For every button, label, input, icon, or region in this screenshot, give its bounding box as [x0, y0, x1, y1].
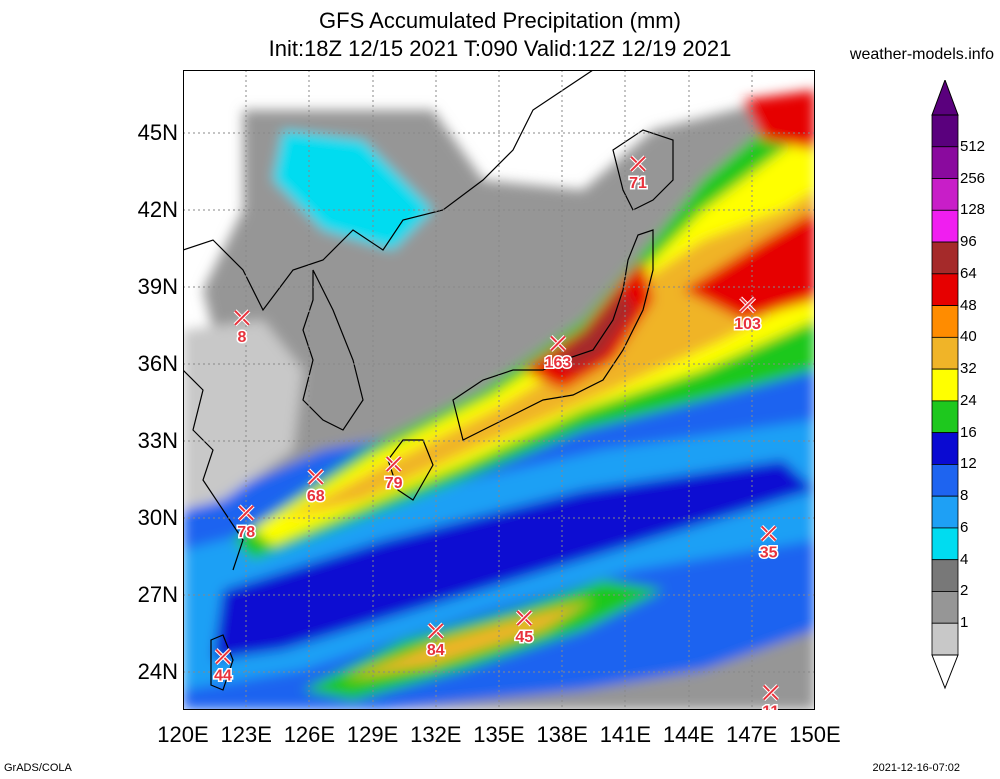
point-marker: 163 — [543, 335, 573, 373]
lat-label: 24N — [137, 659, 178, 684]
lon-label: 135E — [473, 722, 525, 747]
point-value-label: 103 — [734, 316, 761, 333]
colorbar-label: 4 — [960, 550, 969, 568]
colorbar-label: 48 — [960, 296, 977, 314]
point-marker: 44 — [213, 648, 234, 686]
colorbar-label: 128 — [960, 201, 986, 219]
colorbar-swatch — [931, 622, 959, 656]
colorbar-swatch — [931, 241, 959, 275]
point-marker: 78 — [236, 504, 257, 542]
point-marker: 35 — [758, 524, 779, 563]
point-value-label: 84 — [427, 642, 445, 659]
lon-label: 129E — [346, 722, 399, 747]
colorbar-swatch — [931, 114, 959, 148]
coastlines — [183, 70, 674, 691]
lat-label: 33N — [137, 428, 178, 453]
point-value-label: 45 — [515, 629, 533, 646]
lat-label: 42N — [137, 197, 178, 222]
colorbar-label: 256 — [960, 169, 986, 187]
colorbar-label: 8 — [960, 487, 969, 505]
lon-label: 150E — [789, 722, 841, 747]
colorbar-swatch — [931, 591, 959, 624]
colorbar-swatch — [931, 464, 959, 497]
point-markers: 8 163 103 71 68 79 78 35 84 45 44 11 — [213, 155, 781, 710]
footer-left: GrADS/COLA — [4, 762, 72, 774]
colorbar-label: 1 — [960, 614, 969, 632]
lat-label: 45N — [137, 120, 178, 145]
point-value-label: 35 — [760, 544, 778, 561]
source-label: weather-models.info — [849, 46, 994, 63]
lon-label: 132E — [410, 722, 462, 747]
colorbar-swatch — [931, 146, 959, 179]
colorbar-label: 6 — [960, 518, 969, 536]
point-marker: 71 — [628, 155, 649, 193]
lat-label: 27N — [137, 582, 178, 607]
colorbar-swatch — [931, 400, 959, 434]
colorbar-swatch — [931, 368, 959, 402]
colorbar-label: 24 — [960, 391, 977, 409]
colorbar-label: 16 — [960, 423, 977, 441]
lon-label: 138E — [536, 722, 588, 747]
colorbar-label: 2 — [960, 582, 969, 600]
colorbar-swatch — [931, 527, 959, 561]
colorbar-swatch — [931, 495, 959, 529]
lat-label: 36N — [137, 351, 178, 376]
precipitation-map: 8 163 103 71 68 79 78 35 84 45 44 11 — [183, 70, 815, 710]
point-value-label: 11 — [762, 704, 779, 710]
colorbar-swatch — [931, 336, 959, 370]
colorbar — [931, 80, 959, 690]
lon-label: 123E — [220, 722, 272, 747]
point-marker: 79 — [383, 455, 404, 494]
lat-label: 30N — [137, 505, 178, 530]
point-value-label: 78 — [237, 524, 255, 541]
chart-title: GFS Accumulated Precipitation (mm) — [319, 8, 681, 33]
point-marker: 11 — [761, 684, 781, 710]
point-value-label: 71 — [629, 175, 647, 192]
point-value-label: 163 — [545, 354, 572, 371]
point-value-label: 44 — [214, 668, 232, 685]
colorbar-bottom-arrow — [931, 654, 959, 690]
colorbar-swatch — [931, 273, 959, 306]
colorbar-label: 96 — [960, 233, 977, 251]
colorbar-label: 512 — [960, 137, 986, 155]
lon-label: 141E — [599, 722, 652, 747]
lon-label: 144E — [662, 722, 715, 747]
colorbar-label: 32 — [960, 360, 977, 378]
colorbar-swatch — [931, 178, 959, 211]
point-marker: 84 — [425, 622, 446, 660]
map-frame — [183, 70, 815, 710]
lon-label: 147E — [726, 722, 778, 747]
point-marker: 68 — [305, 468, 326, 506]
lon-label: 120E — [157, 722, 209, 747]
footer-right: 2021-12-16-07:02 — [872, 762, 960, 774]
point-value-label: 68 — [307, 488, 325, 505]
point-marker: 45 — [514, 609, 535, 648]
colorbar-label: 64 — [960, 264, 977, 282]
colorbar-swatch — [931, 209, 959, 243]
lon-label: 126E — [283, 722, 336, 747]
graticule — [183, 70, 815, 710]
lat-label: 39N — [137, 274, 178, 299]
point-value-label: 8 — [238, 329, 247, 346]
chart-subtitle: Init:18Z 12/15 2021 T:090 Valid:12Z 12/1… — [268, 36, 732, 61]
colorbar-top-arrow — [931, 80, 959, 116]
colorbar-label: 40 — [960, 328, 977, 346]
point-marker: 8 — [233, 309, 251, 347]
colorbar-swatch — [931, 432, 959, 465]
point-value-label: 79 — [385, 475, 403, 492]
point-marker: 103 — [733, 296, 763, 334]
colorbar-swatch — [931, 305, 959, 338]
colorbar-label: 12 — [960, 455, 977, 473]
colorbar-swatch — [931, 559, 959, 592]
